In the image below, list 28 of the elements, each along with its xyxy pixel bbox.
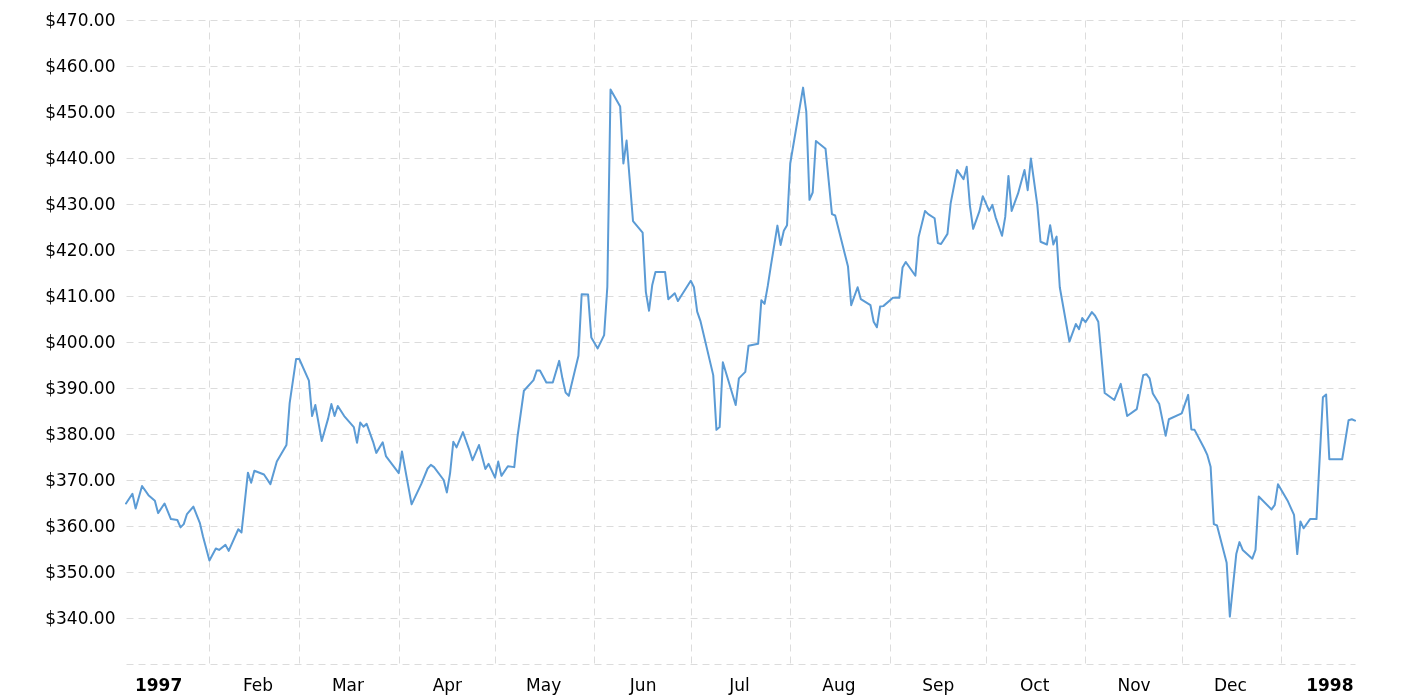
y-tick-label: $430.00: [45, 193, 116, 214]
x-tick-label: 1997: [134, 674, 183, 695]
y-tick-label: $390.00: [45, 377, 116, 398]
x-tick-label: Jul: [728, 674, 750, 695]
y-tick-label: $440.00: [45, 147, 116, 168]
x-tick-label: Mar: [331, 674, 364, 695]
y-tick-label: $380.00: [45, 423, 116, 444]
y-tick-label: $460.00: [45, 55, 116, 76]
y-tick-label: $400.00: [45, 331, 116, 352]
y-tick-label: $350.00: [45, 561, 116, 582]
x-tick-label: Sep: [922, 674, 955, 695]
x-tick-label: 1998: [1306, 674, 1354, 695]
x-tick-label: Nov: [1117, 674, 1151, 695]
y-tick-label: $340.00: [45, 607, 116, 628]
x-tick-label: Dec: [1213, 674, 1247, 695]
x-tick-label: May: [526, 674, 562, 695]
x-tick-label: Oct: [1019, 674, 1050, 695]
y-tick-label: $370.00: [45, 469, 116, 490]
y-tick-label: $410.00: [45, 285, 116, 306]
x-tick-label: Apr: [432, 674, 463, 695]
x-tick-label: Feb: [243, 674, 274, 695]
y-tick-label: $360.00: [45, 515, 116, 536]
y-tick-label: $450.00: [45, 101, 116, 122]
y-tick-label: $420.00: [45, 239, 116, 260]
line-series: [125, 86, 1356, 618]
y-tick-label: $470.00: [45, 9, 116, 30]
x-tick-label: Jun: [628, 674, 657, 695]
x-tick-label: Aug: [822, 674, 856, 695]
